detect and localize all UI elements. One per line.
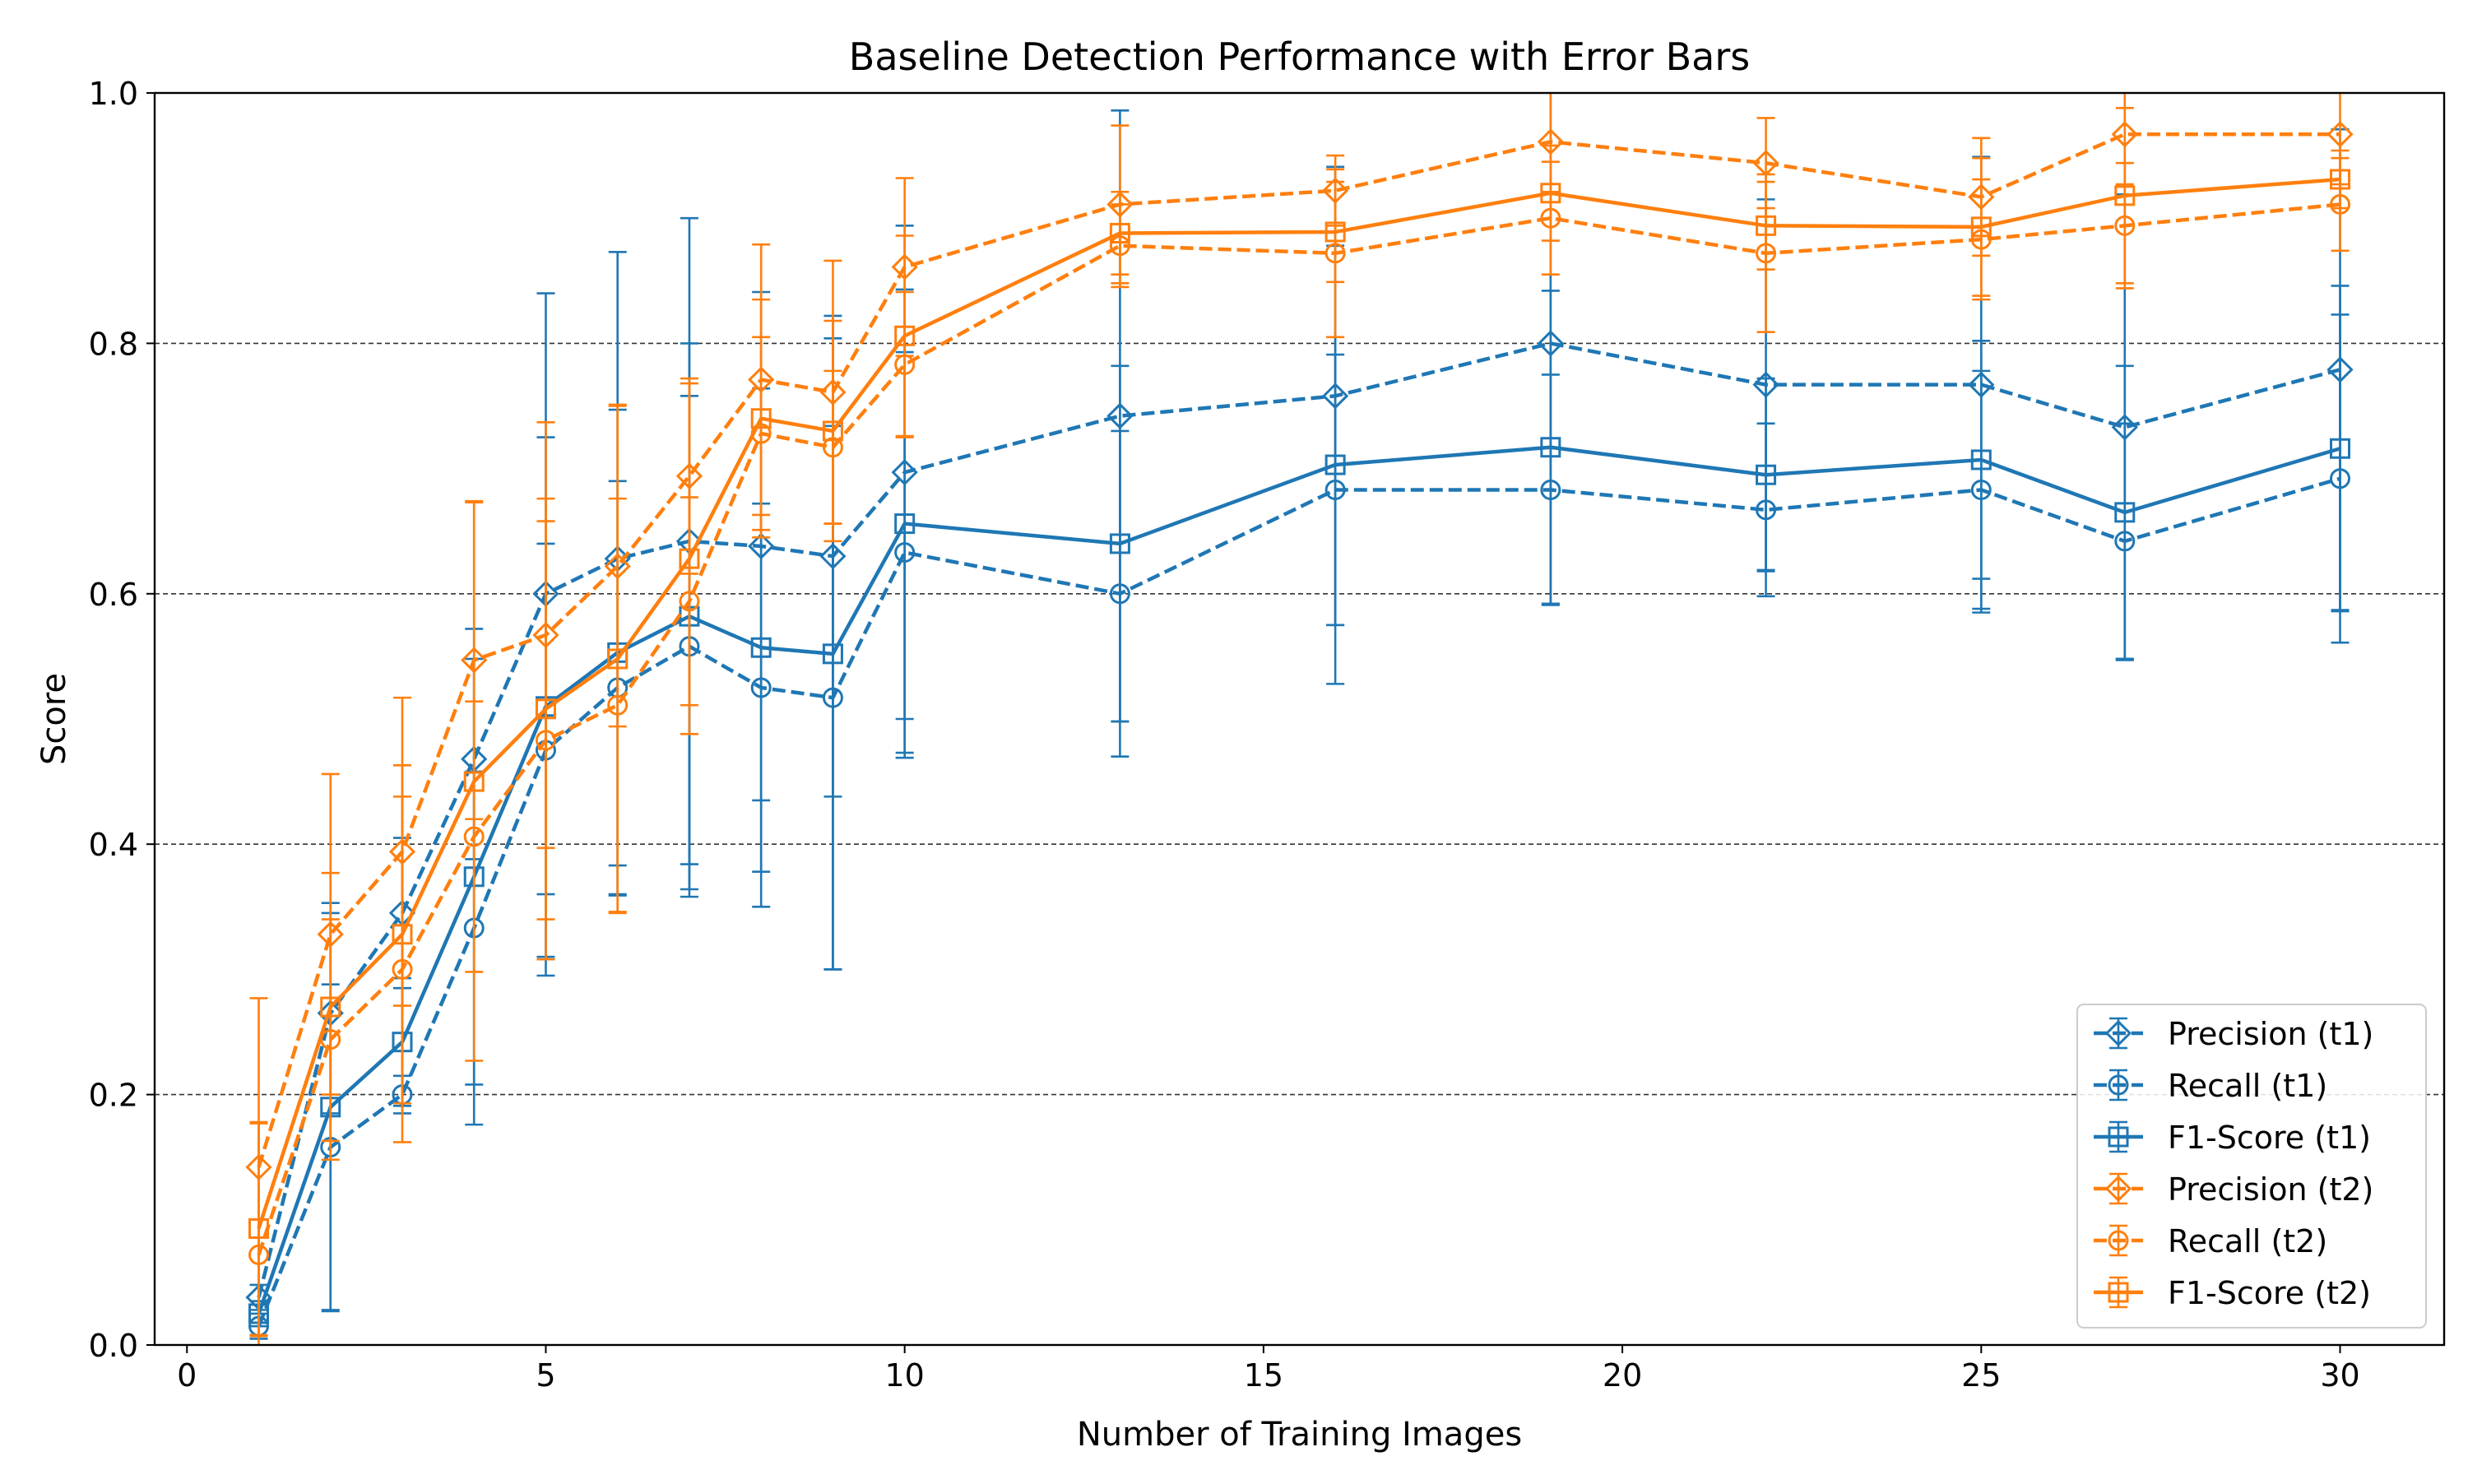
legend-box [2076,1004,2427,1329]
data-point-square [2330,169,2350,190]
data-point-square [607,648,629,670]
x-tick-label: 0 [177,1357,197,1394]
data-point-square [1324,454,1346,475]
x-tick-label: 10 [884,1357,924,1394]
data-point-square [679,548,700,569]
data-point-square [1970,449,1992,471]
data-point-diamond [2104,1175,2132,1203]
legend-label: Precision (t2) [2168,1171,2373,1208]
data-point-square [1324,221,1346,243]
legend-item: Recall (t1) [2094,1068,2327,1104]
x-tick-label: 30 [2320,1357,2359,1394]
data-point-square [1109,222,1130,243]
legend-label: Precision (t1) [2168,1016,2373,1052]
data-point-square [1540,437,1561,458]
y-tick-label: 1.0 [89,76,138,112]
x-tick-label: 25 [1961,1357,2001,1394]
data-point-diamond [2104,1019,2132,1047]
chart-title: Baseline Detection Performance with Erro… [849,35,1750,79]
data-point-square [463,771,485,792]
legend-label: F1-Score (t1) [2168,1120,2371,1156]
data-point-square [894,513,916,535]
data-point-square [1970,216,1992,238]
legend-item: Precision (t2) [2094,1171,2373,1208]
series-layer [245,93,2354,1345]
data-point-square [2114,185,2136,206]
data-point-square [248,1217,269,1239]
data-point-square [1756,215,1777,236]
y-tick-label: 0.2 [89,1078,138,1114]
legend-label: F1-Score (t2) [2168,1275,2371,1311]
data-point-square [2330,438,2350,459]
legend-item: F1-Score (t1) [2094,1120,2371,1156]
data-point-square [822,420,843,442]
legend-item: Precision (t1) [2094,1016,2373,1052]
y-tick-label: 0.6 [89,577,138,613]
data-point-square [535,698,556,720]
legend-label: Recall (t2) [2168,1223,2327,1259]
legend-item: Recall (t2) [2094,1223,2327,1259]
series-line [257,177,2340,1230]
x-axis-label: Number of Training Images [1077,1416,1522,1454]
data-point-square [750,408,772,429]
data-point-square [1109,533,1130,554]
data-point-square [2108,1126,2129,1148]
data-point-circle [2108,1230,2129,1251]
x-tick-label: 15 [1244,1357,1283,1394]
data-point-square [2114,502,2136,523]
data-point-square [822,643,843,665]
data-point-square [320,996,341,1018]
data-point-square [1540,183,1561,204]
series-line [257,445,2341,1315]
x-tick-label: 20 [1603,1357,1642,1394]
y-axis-label: Score [35,673,73,765]
y-tick-label: 0.8 [89,326,138,362]
axis-ticks: 0.0 0.2 0.4 0.6 0.8 1.0 0 5 10 15 20 25 30 [89,76,2360,1394]
data-point-square [894,325,916,346]
y-tick-label: 0.4 [89,827,138,863]
data-point-square [392,924,413,945]
data-point-square [2108,1282,2129,1303]
plot-frame [153,91,2446,1347]
y-tick-label: 0.0 [89,1328,138,1364]
series-f1-score-t2 [248,106,2350,1337]
grid [155,342,2444,1096]
data-point-square [750,637,772,658]
legend-item: F1-Score (t2) [2094,1275,2371,1311]
data-point-square [1756,464,1777,485]
legend-label: Recall (t1) [2168,1068,2327,1104]
legend: Precision (t1) Recall (t1) F1-Score (t1) Pr… [2076,1004,2427,1329]
data-point-circle [2108,1074,2129,1096]
data-point-diamond [2327,121,2354,148]
x-tick-label: 5 [536,1357,555,1394]
